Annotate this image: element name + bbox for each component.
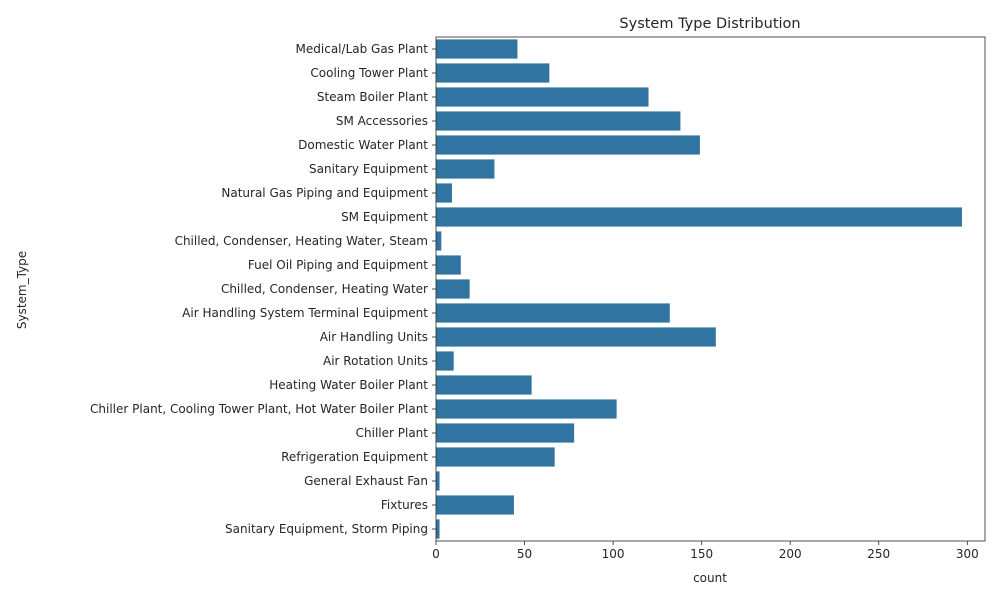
- bar: [436, 279, 470, 299]
- bar: [436, 471, 440, 491]
- x-tick-label: 0: [432, 547, 440, 561]
- x-tick-label: 50: [517, 547, 532, 561]
- y-tick-label: Medical/Lab Gas Plant: [296, 42, 429, 56]
- y-tick-label: Steam Boiler Plant: [317, 90, 428, 104]
- plot-frame: [435, 36, 986, 542]
- bar: [436, 135, 700, 155]
- y-tick-label: Sanitary Equipment: [309, 162, 428, 176]
- y-tick-label: Chilled, Condenser, Heating Water: [221, 282, 428, 296]
- bar: [436, 495, 514, 515]
- bar: [436, 519, 440, 539]
- x-tick-label: 100: [602, 547, 625, 561]
- axes-spines: [435, 36, 986, 542]
- bar: [436, 399, 617, 419]
- y-tick-label: Sanitary Equipment, Storm Piping: [225, 522, 428, 536]
- x-tick-label: 150: [690, 547, 713, 561]
- y-tick-label: Air Rotation Units: [323, 354, 428, 368]
- bar: [436, 63, 550, 83]
- x-tick-label: 250: [867, 547, 890, 561]
- bar: [436, 111, 681, 131]
- y-tick-label: Chiller Plant: [356, 426, 429, 440]
- x-ticks-group: 0 50 100 150 200 250 300: [432, 541, 979, 561]
- y-tick-label: Natural Gas Piping and Equipment: [221, 186, 428, 200]
- y-tick-label: Chilled, Condenser, Heating Water, Steam: [175, 234, 428, 248]
- y-tick-label: Fixtures: [381, 498, 428, 512]
- y-tick-label: Refrigeration Equipment: [281, 450, 428, 464]
- chart-title: System Type Distribution: [619, 16, 800, 32]
- bar: [436, 183, 452, 203]
- y-tick-label: Air Handling Units: [320, 330, 428, 344]
- bar: [436, 351, 454, 371]
- bar: [436, 303, 670, 323]
- bar: [436, 327, 716, 347]
- x-tick-label: 200: [779, 547, 802, 561]
- bars-group: [436, 39, 962, 539]
- bar: [436, 39, 518, 59]
- bar: [436, 375, 532, 395]
- bar: [436, 159, 495, 179]
- y-tick-label: Chiller Plant, Cooling Tower Plant, Hot …: [90, 402, 428, 416]
- bar: [436, 231, 442, 251]
- bar: [436, 447, 555, 467]
- y-tick-label: Cooling Tower Plant: [310, 66, 428, 80]
- bar: [436, 207, 962, 227]
- y-tick-label: Air Handling System Terminal Equipment: [182, 306, 428, 320]
- y-tick-label: SM Accessories: [336, 114, 428, 128]
- y-ticks-group: Medical/Lab Gas Plant Cooling Tower Plant…: [90, 42, 436, 536]
- x-axis-title: count: [693, 571, 727, 585]
- y-tick-label: General Exhaust Fan: [304, 474, 428, 488]
- bar: [436, 87, 649, 107]
- y-tick-label: Fuel Oil Piping and Equipment: [248, 258, 428, 272]
- y-tick-label: SM Equipment: [341, 210, 428, 224]
- bar: [436, 255, 461, 275]
- y-tick-label: Heating Water Boiler Plant: [269, 378, 428, 392]
- y-axis-title: System_Type: [15, 251, 29, 329]
- bar: [436, 423, 575, 443]
- y-tick-label: Domestic Water Plant: [298, 138, 428, 152]
- x-tick-label: 300: [956, 547, 979, 561]
